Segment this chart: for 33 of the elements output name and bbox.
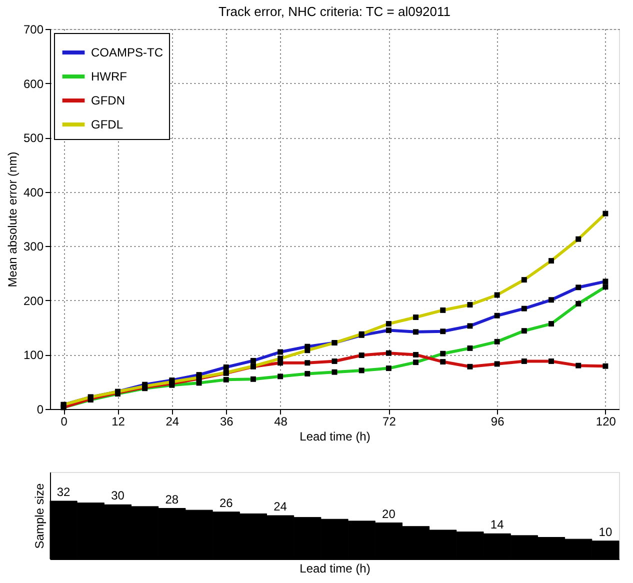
x-tick-label: 0 <box>60 414 68 428</box>
data-label: 30 <box>111 488 125 503</box>
data-label: 28 <box>165 492 179 506</box>
data-label: 10 <box>598 524 612 539</box>
x-tick-label: 24 <box>166 414 180 428</box>
y-tick-label: 600 <box>23 76 44 91</box>
y-axis-title: Mean absolute error (nm) <box>5 152 20 288</box>
y-tick-label: 200 <box>23 294 44 308</box>
y-tick-label: 300 <box>23 240 44 254</box>
x-tick-label: 96 <box>490 414 505 428</box>
x-tick-label: 120 <box>596 414 616 428</box>
legend-label: COAMPS-TC <box>91 46 164 60</box>
legend-label: GFDL <box>91 118 124 132</box>
legend-label: HWRF <box>91 70 127 84</box>
x-tick-label: 72 <box>382 414 396 428</box>
x-tick-label: 48 <box>274 414 288 428</box>
data-label: 26 <box>219 496 234 510</box>
y-axis-title: Sample size <box>32 483 46 549</box>
x-axis-title: Lead time (h) <box>300 562 370 576</box>
y-tick-label: 700 <box>23 22 44 36</box>
data-label: 24 <box>274 500 288 514</box>
x-tick-label: 12 <box>112 414 126 428</box>
x-tick-label: 36 <box>220 414 234 428</box>
data-label: 14 <box>490 518 504 532</box>
data-label: 20 <box>382 506 396 521</box>
chart-title: Track error, NHC criteria: TC = al092011 <box>218 4 451 19</box>
x-axis-title: Lead time (h) <box>300 430 370 444</box>
y-tick-label: 400 <box>23 185 44 200</box>
y-tick-label: 0 <box>36 402 44 416</box>
y-tick-label: 100 <box>23 348 44 362</box>
data-label: 32 <box>56 485 71 499</box>
y-tick-label: 500 <box>23 131 44 146</box>
legend-label: GFDN <box>91 94 125 108</box>
